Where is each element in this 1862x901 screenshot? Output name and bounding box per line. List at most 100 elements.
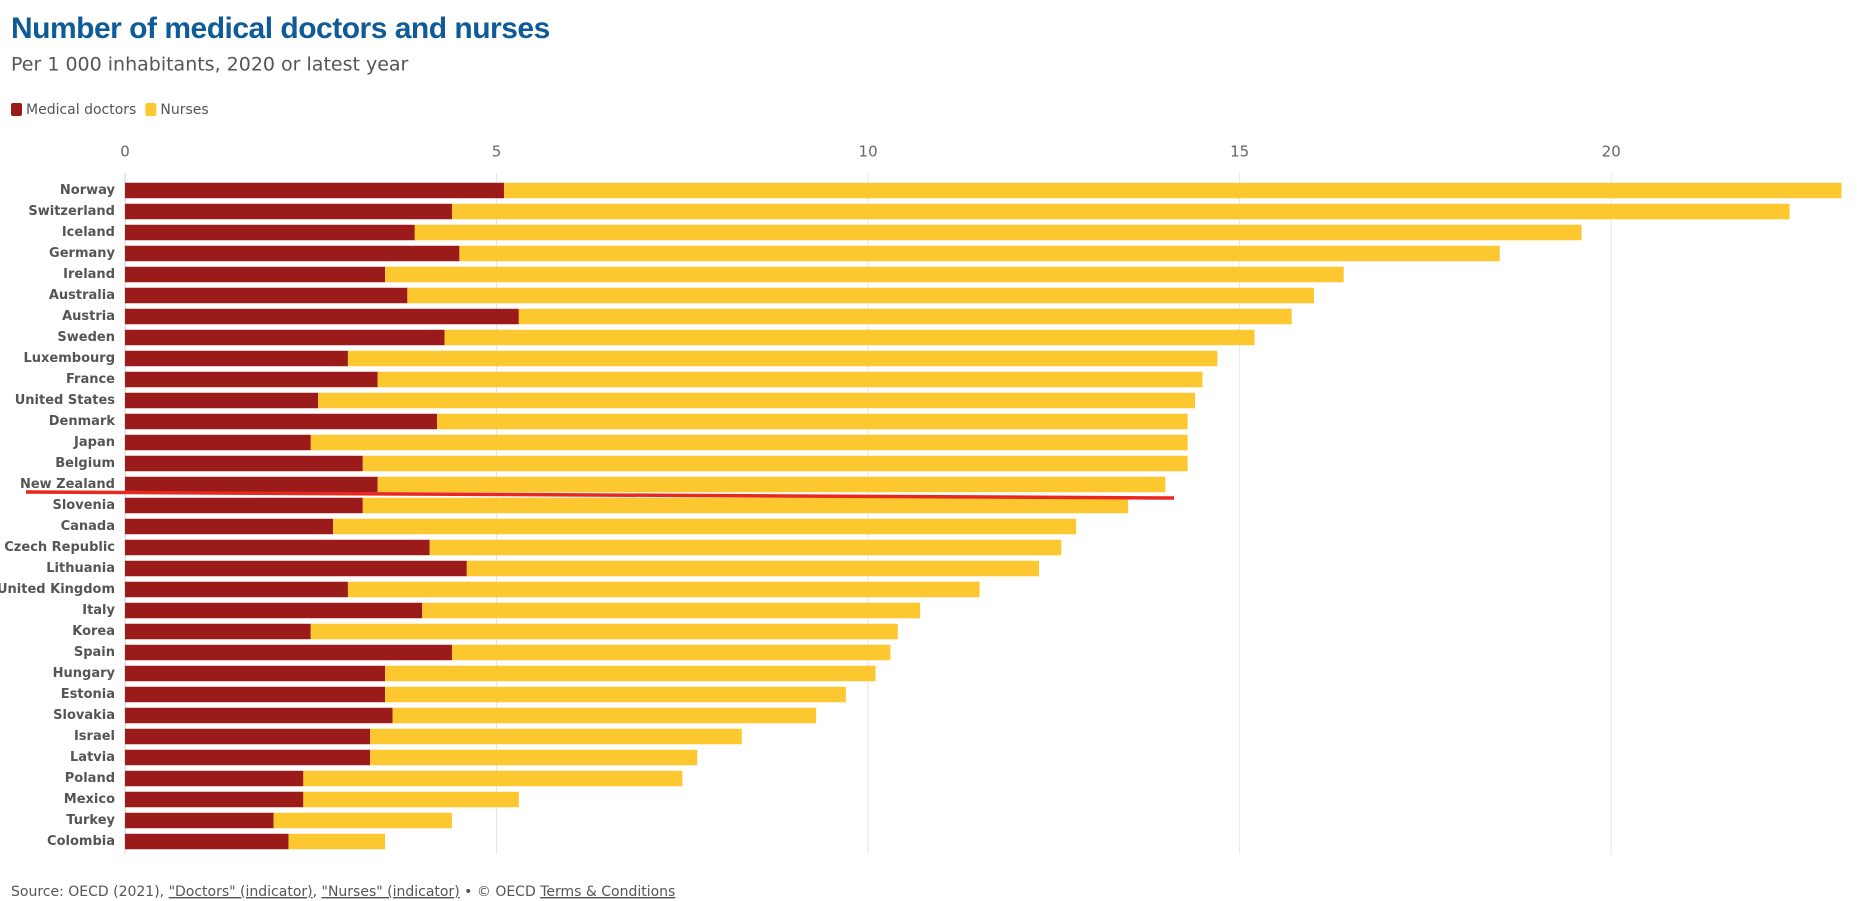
y-tick-label: Lithuania: [46, 561, 115, 576]
bar-segment: [125, 350, 348, 367]
bar-segment: [310, 623, 898, 640]
bar-segment: [125, 539, 430, 556]
bar-segment: [414, 224, 1582, 241]
bar-segment: [288, 833, 386, 850]
bar-segment: [125, 623, 311, 640]
legend-label: Nurses: [160, 102, 208, 118]
x-tick-label: 5: [492, 143, 502, 161]
bar-segment: [377, 371, 1203, 388]
y-tick-label: Belgium: [55, 456, 115, 471]
bar-segment: [385, 665, 876, 682]
legend-label: Medical doctors: [26, 102, 136, 118]
y-tick-label: Turkey: [66, 813, 115, 828]
y-tick-label: France: [66, 372, 115, 387]
bar-segment: [125, 455, 363, 472]
y-tick-label: Poland: [65, 771, 115, 786]
source: Source: OECD (2021), "Doctors" (indicato…: [11, 884, 675, 900]
y-tick-label: Hungary: [53, 666, 116, 681]
y-tick-label: Australia: [49, 288, 115, 303]
x-tick-label: 10: [859, 143, 878, 161]
bar-segment: [125, 413, 438, 430]
bar-segment: [503, 182, 1842, 199]
bar-segment: [377, 476, 1166, 493]
y-tick-label: Denmark: [49, 414, 116, 429]
y-tick-label: Luxembourg: [24, 351, 116, 366]
bar-segment: [370, 728, 742, 745]
terms-link[interactable]: Terms & Conditions: [539, 884, 675, 900]
y-tick-label: New Zealand: [20, 477, 115, 492]
bar-segment: [310, 434, 1188, 451]
bar-segment: [444, 329, 1255, 346]
legend-swatch: [145, 103, 157, 116]
bar-segment: [125, 182, 504, 199]
x-tick-label: 0: [120, 143, 130, 161]
bar-segment: [303, 791, 519, 808]
y-tick-label: Latvia: [70, 750, 115, 765]
bar-segment: [451, 203, 1790, 220]
y-tick-label: Czech Republic: [4, 540, 115, 555]
bar-segment: [125, 707, 393, 724]
source-label: Source: OECD (2021),: [11, 884, 164, 900]
x-tick-label: 15: [1230, 143, 1249, 161]
bar-segment: [437, 413, 1188, 430]
bar-segment: [125, 224, 415, 241]
bar-segment: [466, 560, 1040, 577]
bar-segment: [362, 497, 1129, 514]
bar-segment: [125, 749, 371, 766]
link[interactable]: "Doctors" (indicator): [169, 884, 313, 900]
y-tick-label: Ireland: [63, 267, 115, 282]
bar-segment: [125, 665, 386, 682]
bar-segment: [125, 392, 319, 409]
bar-segment: [125, 476, 378, 493]
y-tick-label: Austria: [62, 309, 115, 324]
y-tick-label: Japan: [73, 435, 115, 450]
bar-segment: [125, 329, 445, 346]
y-tick-label: Canada: [61, 519, 115, 534]
y-tick-label: Norway: [60, 183, 116, 198]
link[interactable]: "Nurses" (indicator): [322, 884, 460, 900]
bar-segment: [125, 434, 311, 451]
y-tick-label: Estonia: [61, 687, 115, 702]
y-tick-label: Switzerland: [28, 204, 115, 219]
bar-segment: [125, 770, 304, 787]
bar-segment: [318, 392, 1196, 409]
bar-segment: [125, 728, 371, 745]
bar-segment: [333, 518, 1077, 535]
chart-subtitle: Per 1 000 inhabitants, 2020 or latest ye…: [11, 54, 409, 76]
y-tick-label: Spain: [74, 645, 115, 660]
bar-segment: [125, 308, 519, 325]
y-tick-label: United States: [15, 393, 116, 408]
bar-segment: [125, 812, 274, 829]
bar-segment: [407, 287, 1314, 304]
chart-title: Number of medical doctors and nurses: [11, 12, 550, 45]
bar-segment: [303, 770, 683, 787]
bar-segment: [429, 539, 1062, 556]
y-tick-label: Israel: [74, 729, 115, 744]
bar-segment: [347, 350, 1218, 367]
bar-segment: [392, 707, 817, 724]
bar-segment: [125, 581, 348, 598]
bar-segment: [125, 371, 378, 388]
y-tick-label: United Kingdom: [0, 582, 115, 597]
bar-segment: [125, 644, 452, 661]
bar-segment: [273, 812, 452, 829]
copyright: • © OECD: [464, 884, 536, 900]
bar-segment: [125, 287, 408, 304]
bar-segment: [125, 833, 289, 850]
bar-segment: [125, 686, 386, 703]
bar-segment: [125, 245, 460, 262]
y-tick-label: Mexico: [64, 792, 115, 807]
bar-segment: [459, 245, 1500, 262]
y-tick-label: Germany: [49, 246, 115, 261]
bar-segment: [125, 791, 304, 808]
y-tick-label: Slovakia: [53, 708, 115, 723]
bar-segment: [422, 602, 921, 619]
x-tick-label: 20: [1602, 143, 1621, 161]
y-tick-label: Korea: [72, 624, 115, 639]
y-tick-label: Slovenia: [52, 498, 115, 513]
y-tick-label: Iceland: [62, 225, 115, 240]
y-tick-label: Colombia: [47, 834, 115, 849]
separator: ,: [313, 884, 317, 900]
